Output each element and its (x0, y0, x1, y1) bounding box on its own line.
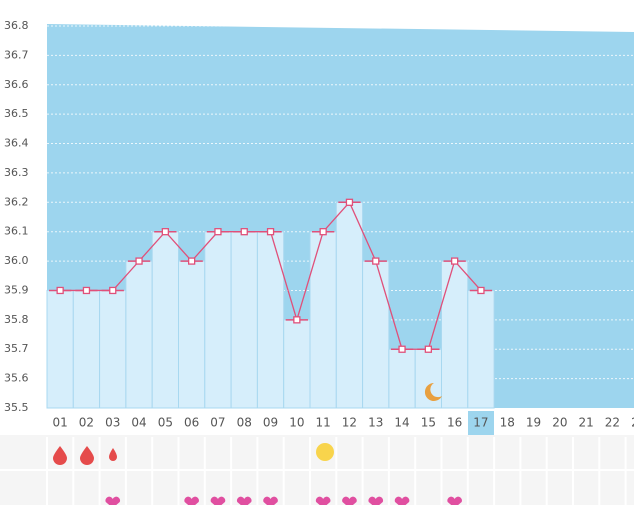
point (266, 228, 275, 236)
period-drop (80, 446, 94, 465)
bar (72, 289, 101, 409)
point (135, 257, 143, 265)
y-tick-label: 36.1 (4, 225, 29, 238)
heart-icon (210, 496, 226, 505)
x-tick-label: 12 (342, 416, 357, 430)
bar (441, 260, 469, 409)
moon-icon (424, 382, 442, 401)
heart-icon (263, 496, 278, 505)
x-tick-label: 01 (53, 416, 68, 430)
bar (151, 231, 179, 409)
point (293, 316, 301, 324)
y-tick-label: 36.6 (4, 78, 29, 91)
period-drop (53, 446, 67, 465)
heart-icon (236, 496, 252, 505)
x-tick-label: 11 (316, 416, 331, 430)
point (345, 198, 354, 206)
x-tick-label: 10 (289, 416, 304, 430)
x-tick-label: 13 (368, 416, 383, 430)
point (477, 286, 485, 295)
heart-icon (315, 496, 331, 505)
x-tick-label: 04 (131, 416, 146, 430)
bar (335, 201, 364, 409)
bar (388, 348, 416, 409)
period-drop (109, 448, 117, 461)
x-tick-label: 07 (210, 416, 225, 430)
y-tick-label: 36.8 (4, 19, 29, 32)
point (161, 228, 170, 236)
bar (283, 319, 311, 409)
bar (309, 231, 337, 409)
heart-icon (394, 496, 410, 505)
y-tick-label: 36.5 (4, 107, 29, 120)
point (240, 228, 248, 236)
today-highlight (468, 411, 494, 435)
bar (125, 260, 153, 409)
y-tick-label: 35.7 (4, 342, 29, 355)
point (398, 345, 406, 353)
x-tick-label: 20 (552, 416, 567, 430)
point (56, 286, 64, 295)
point (214, 228, 222, 236)
bar (99, 289, 127, 409)
heart-icon (105, 496, 121, 505)
x-tick-label: 22 (605, 416, 620, 430)
point (372, 257, 380, 265)
x-tick-label: 09 (263, 416, 278, 430)
point (82, 286, 91, 295)
point (424, 345, 433, 353)
heart-icon (447, 496, 462, 505)
x-tick-label: 23 (631, 416, 634, 430)
bar (362, 260, 390, 409)
y-tick-label: 36.2 (4, 195, 29, 208)
ovulation-sun (316, 443, 334, 461)
x-tick-label: 14 (394, 416, 409, 430)
point (109, 286, 117, 295)
heart-icon (342, 496, 357, 505)
x-tick-label: 17 (473, 416, 488, 430)
bar (204, 231, 232, 409)
x-tick-label: 15 (421, 416, 436, 430)
y-tick-label: 36.7 (4, 48, 29, 61)
x-tick-label: 08 (237, 416, 252, 430)
x-tick-label: 03 (105, 416, 120, 430)
y-tick-label: 35.8 (4, 313, 29, 326)
y-tick-label: 36.4 (4, 137, 29, 150)
y-tick-label: 36.0 (4, 254, 29, 267)
x-tick-label: 02 (79, 416, 94, 430)
point (187, 257, 196, 265)
x-tick-label: 05 (158, 416, 173, 430)
bar (230, 231, 258, 409)
record-icons (53, 382, 442, 465)
y-tick-label: 36.3 (4, 166, 29, 179)
x-tick-label: 19 (526, 416, 541, 430)
bar (256, 231, 285, 409)
point (319, 228, 327, 236)
y-tick-label: 35.6 (4, 372, 29, 385)
y-tick-label: 35.5 (4, 401, 29, 414)
x-tick-label: 06 (184, 416, 199, 430)
bar (46, 289, 74, 409)
y-tick-label: 35.9 (4, 283, 29, 296)
heart-icon (368, 496, 384, 505)
x-tick-label: 18 (500, 416, 515, 430)
x-tick-label: 16 (447, 416, 462, 430)
bar (467, 289, 495, 409)
bar (178, 260, 206, 409)
x-tick-label: 21 (579, 416, 594, 430)
point (450, 257, 459, 265)
heart-icon (184, 496, 199, 505)
